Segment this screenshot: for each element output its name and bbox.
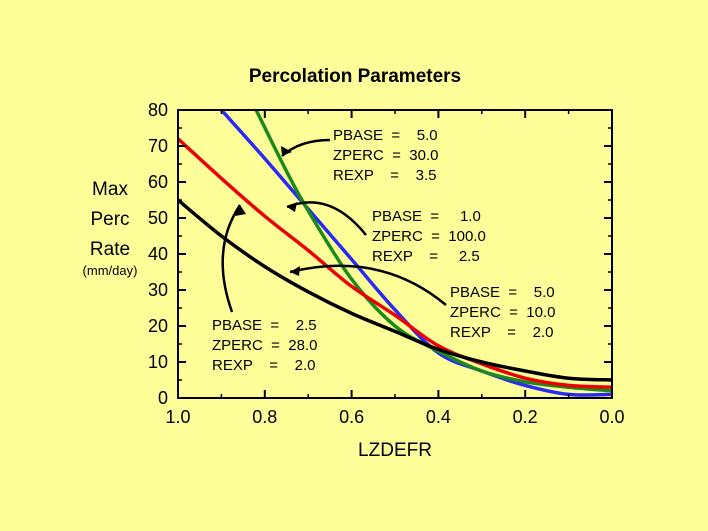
annotation-2-line-1: PBASE = 1.0 bbox=[372, 208, 481, 225]
y-tick-label: 30 bbox=[148, 280, 168, 300]
annotation-3-line-1: PBASE = 5.0 bbox=[450, 284, 555, 301]
x-tick-label: 0.8 bbox=[252, 407, 277, 427]
series-line-4 bbox=[178, 198, 612, 382]
annotation-arrowhead-2 bbox=[287, 202, 297, 212]
annotation-arrowhead-4 bbox=[235, 205, 246, 216]
annotation-2-line-3: REXP = 2.5 bbox=[372, 248, 480, 265]
y-axis-label-line-1: Max bbox=[92, 179, 128, 200]
annotation-1-line-3: REXP = 3.5 bbox=[333, 167, 437, 184]
annotation-4-line-3: REXP = 2.0 bbox=[212, 357, 316, 374]
y-tick-label: 80 bbox=[148, 100, 168, 120]
y-tick-label: 40 bbox=[148, 244, 168, 264]
annotation-4-line-1: PBASE = 2.5 bbox=[212, 317, 317, 334]
y-tick-label: 50 bbox=[148, 208, 168, 228]
series-line-3 bbox=[178, 137, 612, 389]
annotation-arrowhead-1 bbox=[281, 146, 292, 156]
annotation-arrowhead-3 bbox=[290, 266, 300, 276]
y-tick-label: 70 bbox=[148, 136, 168, 156]
annotation-arrow-4 bbox=[221, 204, 242, 313]
x-tick-label: 0.2 bbox=[513, 407, 538, 427]
y-tick-label: 0 bbox=[158, 388, 168, 408]
x-tick-label: 0.4 bbox=[426, 407, 451, 427]
annotation-4-line-2: ZPERC = 28.0 bbox=[212, 337, 317, 354]
y-axis-units: (mm/day) bbox=[83, 263, 138, 278]
y-tick-label: 20 bbox=[148, 316, 168, 336]
chart-title: Percolation Parameters bbox=[249, 66, 461, 87]
y-tick-label: 10 bbox=[148, 352, 168, 372]
annotation-2-line-2: ZPERC = 100.0 bbox=[372, 228, 486, 245]
y-tick-label: 60 bbox=[148, 172, 168, 192]
x-tick-label: 1.0 bbox=[165, 407, 190, 427]
x-axis-label: LZDEFR bbox=[358, 440, 432, 461]
annotation-3-line-3: REXP = 2.0 bbox=[450, 324, 554, 341]
annotation-arrow-1 bbox=[281, 138, 331, 157]
annotation-1-line-2: ZPERC = 30.0 bbox=[333, 147, 438, 164]
annotation-3-line-2: ZPERC = 10.0 bbox=[450, 304, 555, 321]
series-line-2 bbox=[254, 110, 612, 393]
x-tick-label: 0.6 bbox=[339, 407, 364, 427]
y-axis-label-line-3: Rate bbox=[90, 239, 130, 260]
plot-area: 1.0 0.8 0.6 0.4 0.2 0.0 0 10 20 30 40 50 60 70 80 PBASE… bbox=[148, 100, 625, 427]
annotation-arrow-3 bbox=[289, 264, 447, 306]
y-axis-label: Max Perc Rate (mm/day) bbox=[83, 179, 138, 278]
y-axis-label-line-2: Perc bbox=[90, 209, 129, 230]
x-tick-label: 0.0 bbox=[599, 407, 624, 427]
annotation-1-line-1: PBASE = 5.0 bbox=[333, 127, 438, 144]
